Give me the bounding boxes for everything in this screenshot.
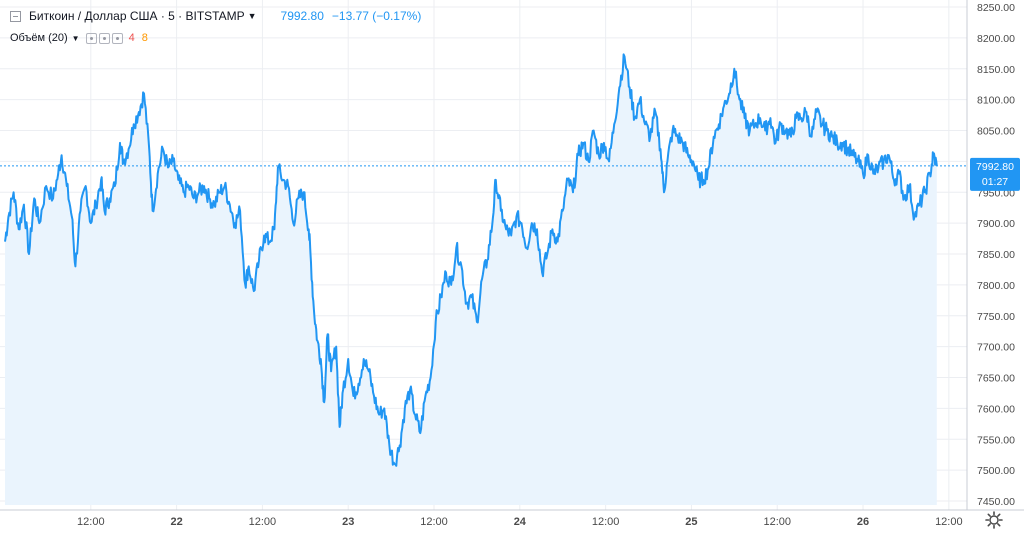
symbol-legend: Биткоин / Доллар США · 5 · BITSTAMP ▼ 79… (10, 9, 421, 23)
collapse-icon[interactable] (10, 10, 21, 22)
y-tick-label: 7650.00 (977, 373, 1015, 385)
y-tick-label: 8200.00 (977, 33, 1015, 45)
price-tag: 7992.80 01:27 (970, 157, 1020, 191)
y-tick-label: 7600.00 (977, 403, 1015, 415)
x-tick-label: 12:00 (935, 516, 963, 528)
y-tick-label: 7900.00 (977, 218, 1015, 230)
x-tick-label: 12:00 (763, 516, 791, 528)
x-tick-label: 26 (857, 516, 869, 528)
gear-icon[interactable] (984, 510, 1004, 530)
x-tick-label: 24 (514, 516, 527, 528)
x-tick-label: 12:00 (77, 516, 105, 528)
y-tick-label: 8050.00 (977, 126, 1015, 138)
y-tick-label: 7550.00 (977, 434, 1015, 446)
y-tick-label: 7800.00 (977, 280, 1015, 292)
x-tick-label: 23 (342, 516, 354, 528)
price-line (4, 53, 938, 467)
chevron-down-icon[interactable]: ▼ (247, 11, 257, 21)
x-tick-label: 22 (170, 516, 182, 528)
price-tag-value: 7992.80 (976, 161, 1014, 173)
volume-legend: Объём (20) ▼ 4 8 (10, 32, 148, 44)
legend-change: −13.77 (−0.17%) (331, 9, 422, 23)
time-axis[interactable]: 12:00 22 12:00 23 12:00 24 12:00 25 12:00 26 12:00 (77, 516, 963, 528)
y-tick-label: 7500.00 (977, 465, 1015, 477)
chevron-down-icon[interactable]: ▼ (71, 33, 80, 43)
y-tick-label: 7700.00 (977, 342, 1015, 354)
y-tick-label: 7750.00 (977, 311, 1015, 323)
legend-price: 7992.80 (280, 9, 324, 23)
y-tick-label: 7850.00 (977, 249, 1015, 261)
y-tick-label: 7450.00 (977, 496, 1015, 508)
y-tick-label: 8250.00 (977, 2, 1015, 14)
x-tick-label: 12:00 (592, 516, 620, 528)
close-icon[interactable] (111, 32, 123, 44)
volume-value-1: 4 (128, 32, 135, 44)
price-tag-countdown: 01:27 (982, 176, 1008, 188)
y-tick-label: 8150.00 (977, 64, 1015, 76)
y-tick-label: 8100.00 (977, 95, 1015, 107)
x-tick-label: 25 (685, 516, 697, 528)
gear-icon[interactable] (98, 32, 110, 44)
symbol-title[interactable]: Биткоин / Доллар США · 5 · BITSTAMP (29, 9, 245, 23)
volume-label[interactable]: Объём (20) (10, 32, 68, 44)
eye-icon[interactable] (85, 32, 97, 44)
x-tick-label: 12:00 (420, 516, 448, 528)
x-tick-label: 12:00 (249, 516, 277, 528)
price-area-fill (5, 54, 937, 506)
volume-value-2: 8 (141, 32, 148, 44)
